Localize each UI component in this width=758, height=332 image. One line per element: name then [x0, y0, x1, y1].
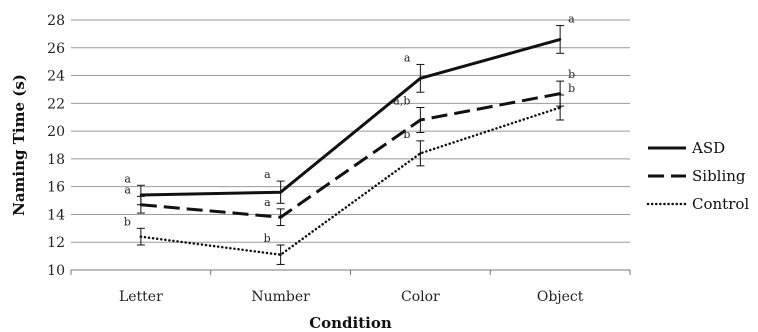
y-tick-label: 26 — [47, 41, 65, 57]
series-line-asd — [140, 37, 561, 197]
significance-label: a,b — [393, 95, 410, 108]
x-tick-label-object: Object — [537, 289, 584, 305]
y-tick-label: 28 — [47, 13, 65, 29]
data-point — [419, 77, 422, 80]
legend-label: Control — [692, 195, 749, 213]
significance-label: a — [124, 172, 131, 185]
y-tick-label: 22 — [47, 96, 65, 112]
significance-label: a — [264, 168, 271, 181]
significance-label: b — [403, 128, 410, 141]
data-point — [419, 118, 422, 122]
significance-label: a — [264, 196, 271, 209]
significance-label: a — [568, 13, 575, 26]
significance-label: b — [264, 232, 271, 245]
data-point — [419, 152, 422, 155]
y-axis-title: Naming Time (s) — [10, 74, 28, 216]
data-point — [558, 106, 562, 109]
y-tick-label: 18 — [47, 152, 65, 168]
x-axis-title: Condition — [309, 314, 392, 332]
y-tick-label: 20 — [47, 124, 65, 140]
legend-label: ASD — [691, 139, 725, 157]
legend-item-sibling: Sibling — [648, 167, 746, 185]
significance-label: a — [124, 183, 131, 196]
series-control: b b b b — [124, 82, 575, 265]
x-tick-label-number: Number — [251, 289, 310, 305]
legend-item-asd: ASD — [648, 139, 725, 157]
y-tick-label: 16 — [47, 180, 65, 196]
series-sibling: aaa,bb — [124, 68, 575, 227]
series-asd: a aaa — [124, 13, 575, 206]
data-point — [279, 253, 282, 256]
x-tick-label-letter: Letter — [119, 289, 163, 305]
significance-label: b — [124, 215, 131, 228]
x-tick-label-color: Color — [401, 289, 440, 305]
significance-label: a — [404, 51, 411, 64]
y-tick-label: 12 — [47, 235, 65, 251]
series-line-control — [139, 106, 562, 256]
significance-label: b — [568, 68, 575, 81]
legend-item-control: Control — [646, 195, 749, 213]
x-axis-ticks: Letter Number Color Object — [70, 270, 631, 305]
legend-label: Sibling — [692, 167, 746, 185]
data-point — [558, 92, 562, 95]
y-axis-ticks: 10 12 14 16 18 20 22 24 26 28 — [47, 13, 65, 279]
significance-label: b — [568, 82, 575, 95]
data-point — [558, 38, 562, 41]
gridlines — [71, 19, 630, 271]
y-tick-label: 24 — [47, 69, 65, 85]
data-point — [139, 193, 143, 197]
y-tick-label: 10 — [47, 263, 65, 279]
data-point — [139, 203, 143, 206]
y-tick-label: 14 — [47, 207, 65, 223]
data-point — [139, 235, 143, 238]
data-point — [279, 216, 282, 219]
series-line-sibling — [140, 92, 561, 219]
legend: ASD Sibling Control — [646, 139, 749, 213]
data-point — [279, 191, 282, 194]
